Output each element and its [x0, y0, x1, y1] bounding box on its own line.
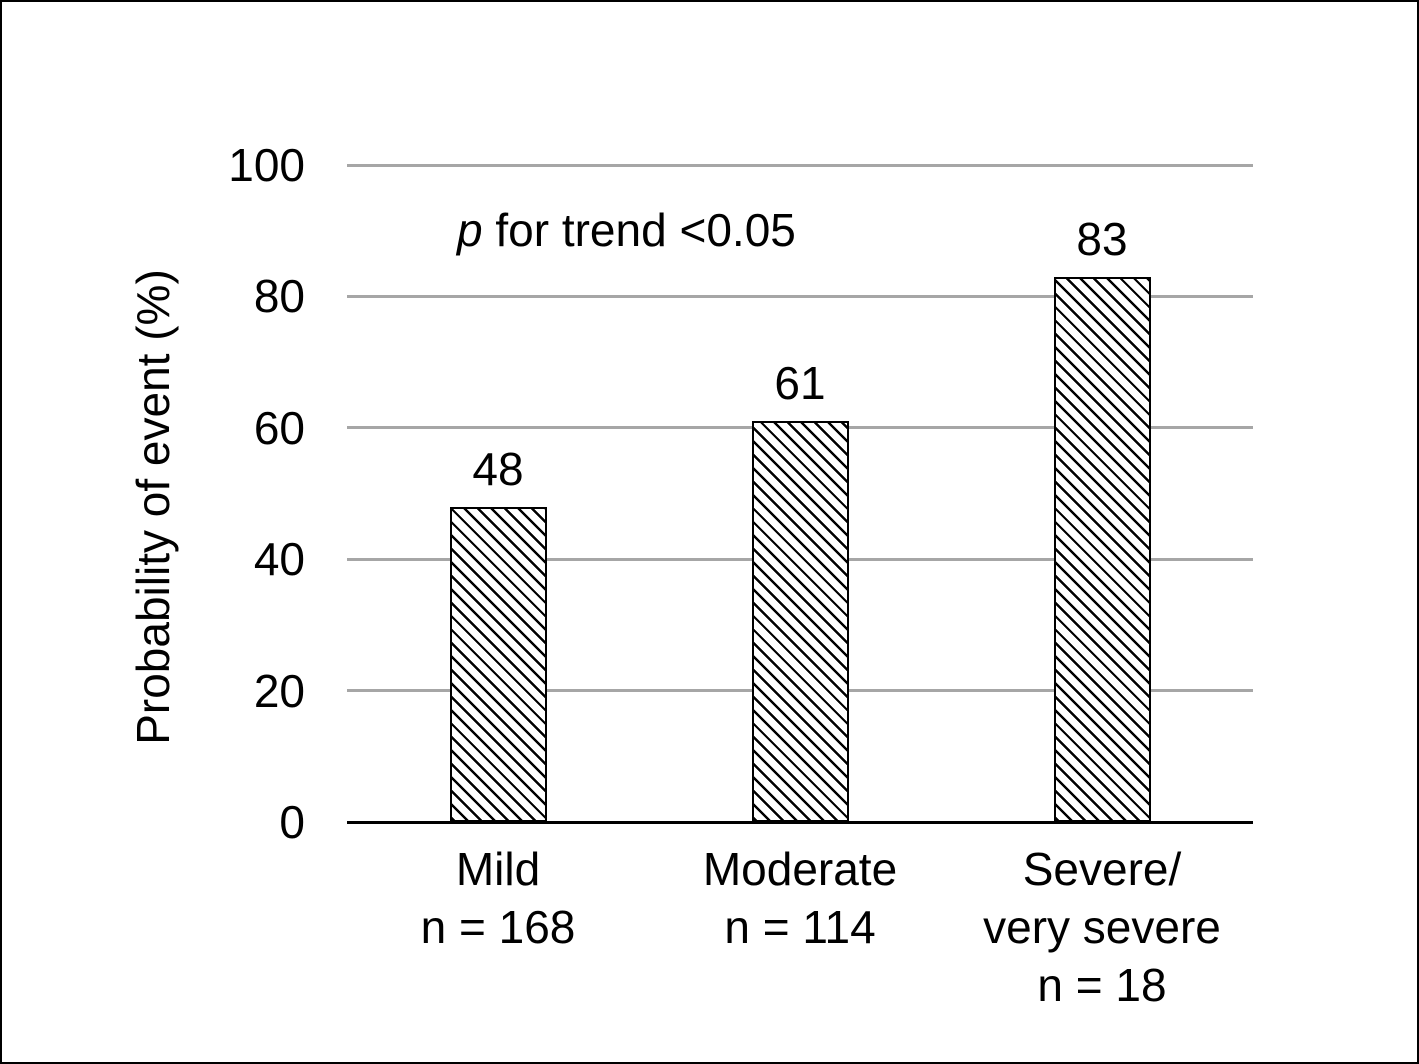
y-tick-label: 20	[253, 664, 305, 717]
p-for-trend-annotation: p for trend <0.05	[457, 204, 796, 256]
bar-value-label: 48	[472, 442, 524, 495]
y-tick-label: 0	[279, 796, 305, 848]
y-tick-label: 40	[253, 533, 305, 586]
x-category-label: Moderate n = 114	[703, 840, 897, 956]
x-category-label-line: Severe/	[1022, 843, 1182, 895]
x-axis-line	[347, 820, 1253, 824]
bar-3	[1053, 276, 1151, 822]
x-category-label-line: n = 114	[724, 901, 876, 953]
y-tick-label: 60	[253, 401, 305, 454]
x-category-label-line: very severe	[983, 901, 1221, 953]
gridline-100	[347, 163, 1253, 167]
annotation-text: for trend <0.05	[482, 204, 796, 256]
bar-value-label: 83	[1076, 212, 1128, 265]
bar-value-label: 61	[774, 357, 826, 410]
y-tick-label: 80	[253, 270, 305, 323]
x-category-label-line: n = 18	[1037, 959, 1167, 1011]
x-category-label-line: n = 168	[420, 901, 576, 953]
gridline-80	[347, 294, 1253, 298]
x-category-label-line: Moderate	[702, 843, 898, 895]
x-category-label: Mild n = 168	[421, 840, 576, 956]
bar-2	[751, 421, 849, 822]
y-tick-label: 100	[228, 139, 305, 191]
bar-1	[449, 506, 547, 822]
x-category-label-line: Mild	[455, 843, 541, 895]
plot-area: 48 61 83	[347, 163, 1253, 824]
x-category-label: Severe/very severe n = 18	[983, 840, 1221, 1014]
annotation-italic-p: p	[457, 204, 483, 256]
